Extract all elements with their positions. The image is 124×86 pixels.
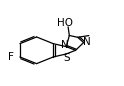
Text: HO: HO xyxy=(57,18,73,28)
Text: S: S xyxy=(64,53,70,63)
Text: N: N xyxy=(83,37,91,47)
Text: F: F xyxy=(8,52,14,62)
Text: N: N xyxy=(61,40,68,50)
